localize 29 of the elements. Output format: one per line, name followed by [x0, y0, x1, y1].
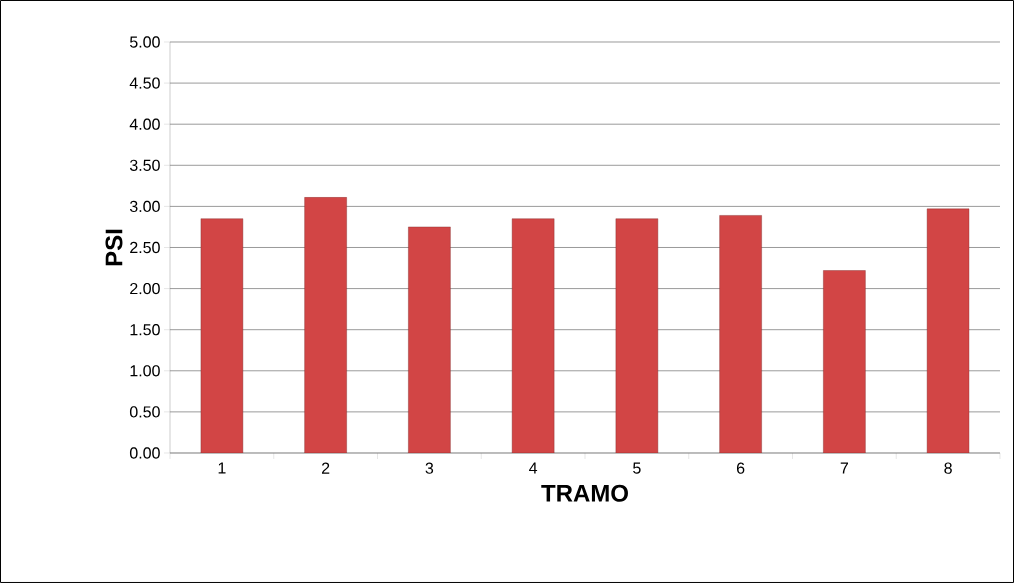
x-tick-label: 4: [529, 462, 538, 474]
y-tick-label: 5.00: [129, 36, 160, 48]
bar: [200, 218, 244, 453]
bar: [719, 215, 762, 453]
y-tick-label: 2.50: [130, 241, 160, 254]
x-tick-label: 8: [944, 462, 952, 474]
y-tick-label: 4.50: [129, 77, 160, 89]
bar: [926, 208, 970, 453]
y-tick-label: 4.00: [129, 118, 160, 130]
y-tick-label: 3.50: [129, 159, 160, 171]
x-tick-label: 1: [218, 462, 226, 474]
x-tick-label: 3: [425, 462, 434, 474]
y-tick-label: 3.00: [129, 200, 160, 213]
y-tick-label: 1.50: [130, 324, 160, 336]
y-tick-label: 2.00: [130, 282, 160, 295]
bar: [615, 218, 659, 453]
x-tick-label: 2: [321, 462, 330, 474]
y-tick-label: 1.00: [130, 365, 160, 377]
y-axis-title: PSI: [105, 229, 123, 266]
bar: [304, 197, 347, 453]
x-tick-label: 6: [736, 462, 745, 474]
x-tick-label: 7: [840, 462, 849, 474]
y-tick-label: 0.00: [129, 447, 160, 459]
bar: [511, 218, 555, 453]
bar: [823, 270, 866, 453]
y-tick-label: 0.50: [129, 406, 160, 418]
bar: [408, 226, 451, 453]
x-axis-title: TRAMO: [541, 484, 628, 502]
x-tick-label: 5: [633, 462, 641, 474]
